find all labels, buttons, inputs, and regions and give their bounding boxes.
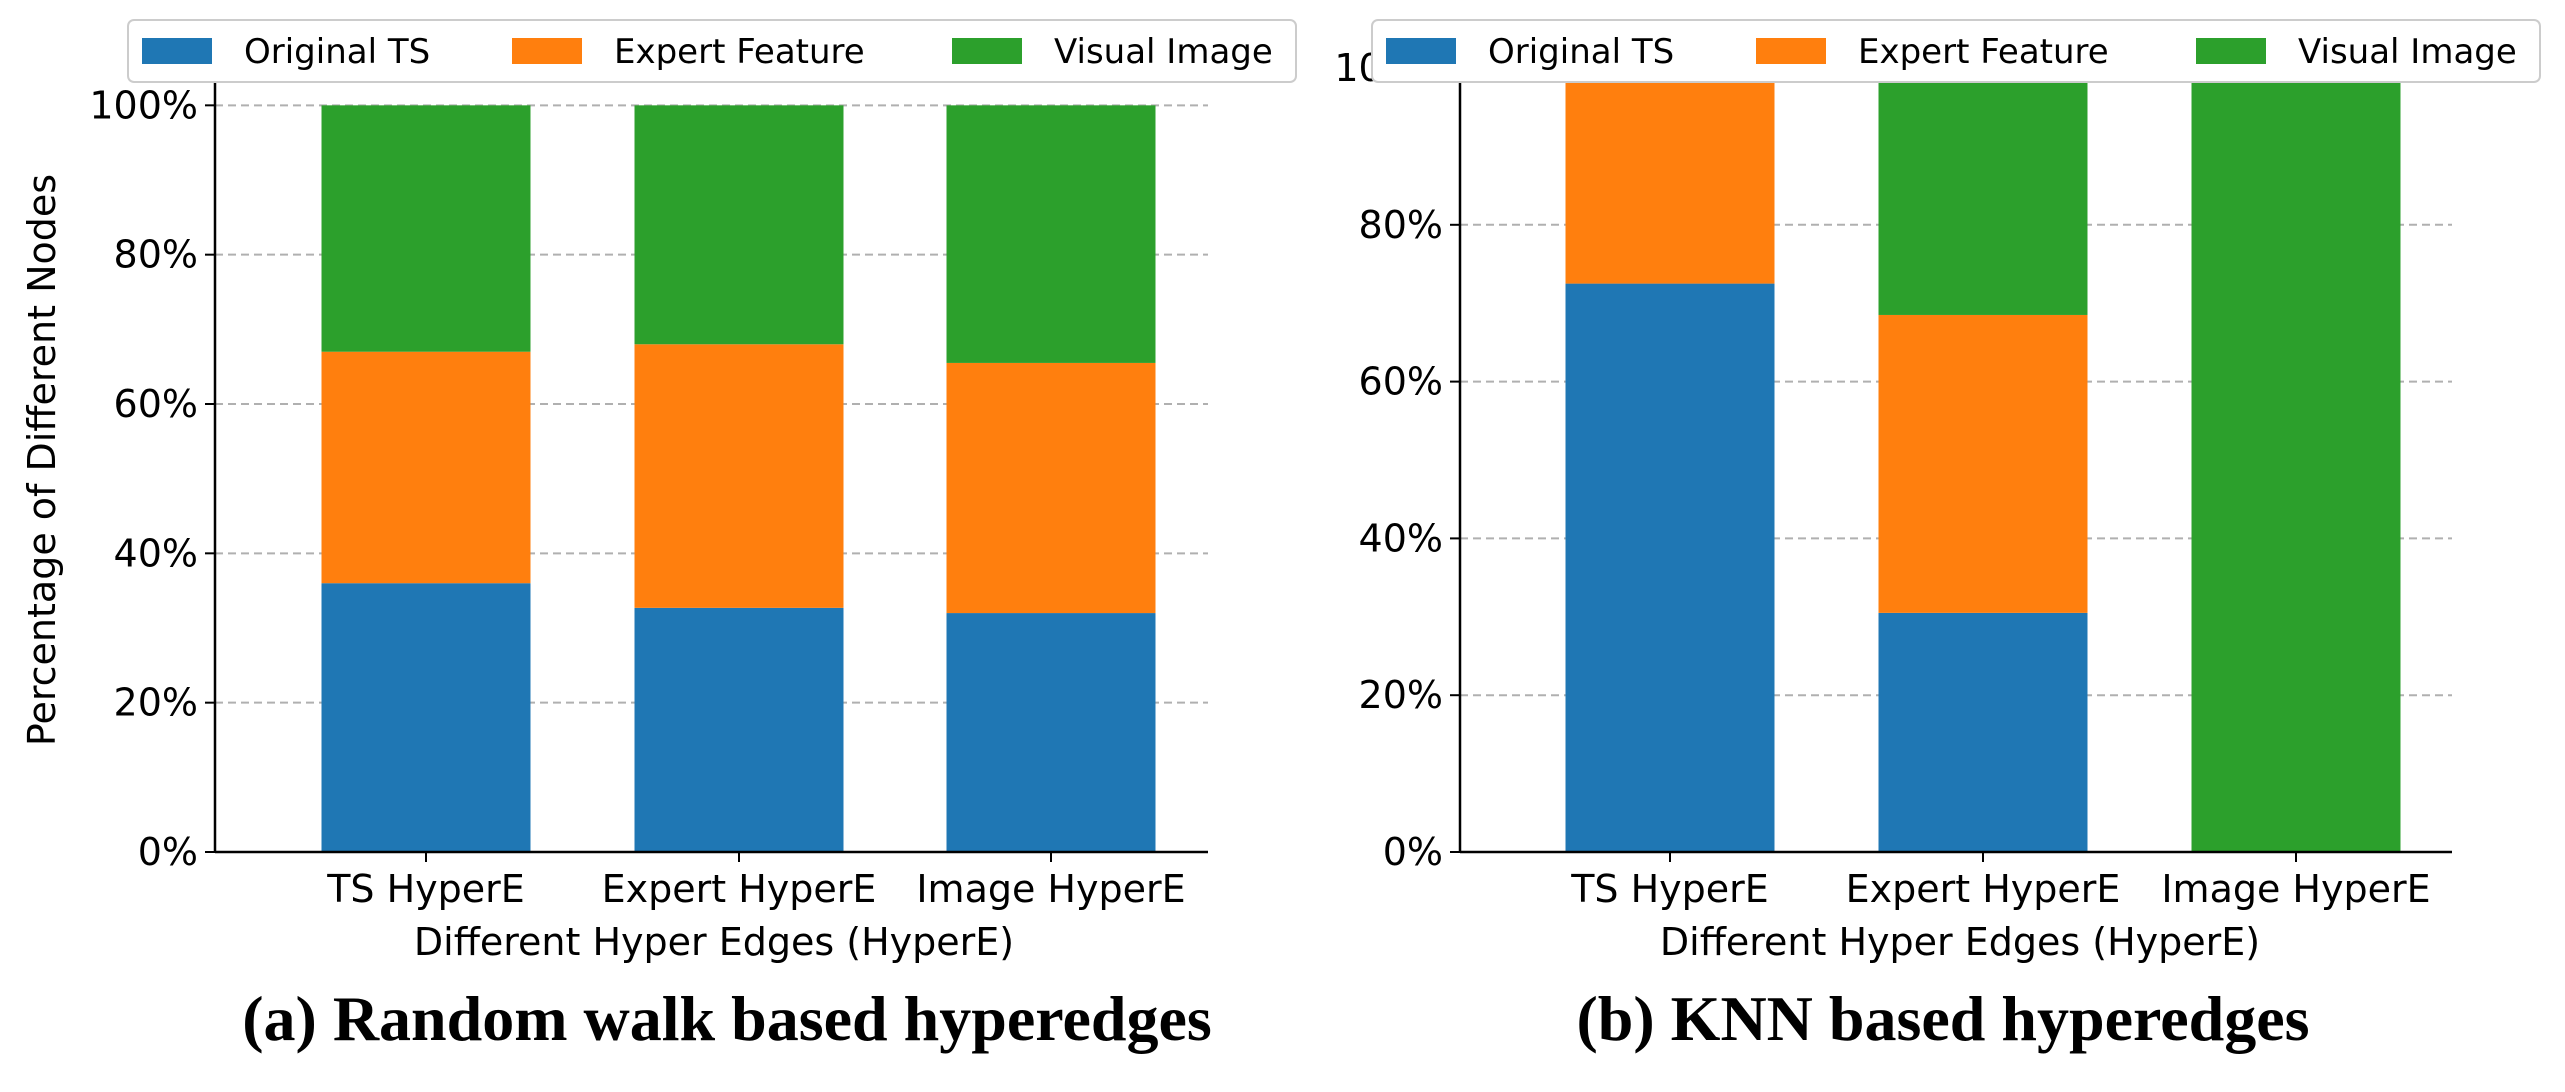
panel-a-xtick-label: Image HyperE: [916, 867, 1185, 911]
panel-a-caption: (a) Random walk based hyperedges: [242, 983, 1212, 1054]
panel-a-y-axis-title: Percentage of Different Nodes: [20, 174, 64, 746]
panel-a-legend-label-visual-image: Visual Image: [1054, 32, 1273, 72]
panel-b-legend-label-expert-feature: Expert Feature: [1858, 32, 2109, 72]
panel-a-ytick-label: 80%: [114, 233, 198, 277]
panel-a-ytick-label: 60%: [114, 382, 198, 426]
panel-b-xtick-label: Expert HyperE: [1846, 867, 2121, 911]
panel-b-legend-label-visual-image: Visual Image: [2298, 32, 2517, 72]
panel-a-bar-original-ts-1: [321, 583, 531, 852]
panel-a-xtick-label: TS HyperE: [326, 867, 525, 911]
panel-a-legend-box: [127, 19, 1297, 83]
panel-a-bar-visual-image-2: [634, 105, 844, 345]
panel-a-bar-expert-feature-1: [321, 351, 531, 584]
panel-a-legend-label-expert-feature: Expert Feature: [614, 32, 865, 72]
panel-b-caption: (b) KNN based hyperedges: [1576, 983, 2309, 1054]
panel-a-legend-label-original-ts: Original TS: [244, 32, 430, 72]
panel-b-bar-original-ts-2: [1878, 612, 2088, 852]
panel-a-bar-original-ts-2: [634, 607, 844, 852]
panel-b-ytick-label: 60%: [1359, 360, 1443, 404]
panel-b-bar-original-ts-1: [1565, 283, 1775, 853]
panel-a-bar-original-ts-3: [946, 613, 1156, 852]
panel-b-legend-label-original-ts: Original TS: [1488, 32, 1674, 72]
panel-b-xtick-label: Image HyperE: [2161, 867, 2430, 911]
panel-b-x-axis-title: Different Hyper Edges (HyperE): [1660, 920, 2260, 964]
panel-b-ytick-label: 20%: [1359, 673, 1443, 717]
panel-a-ytick-label: 100%: [89, 83, 198, 127]
panel-b-bar-expert-feature-2: [1878, 314, 2088, 613]
panel-a-ytick-label: 20%: [114, 681, 198, 725]
panel-a-bar-expert-feature-3: [946, 362, 1156, 614]
panel-a-xtick-label: Expert HyperE: [602, 867, 877, 911]
panel-b-legend-box: [1371, 19, 2541, 83]
panel-a-bar-visual-image-1: [321, 105, 531, 352]
panel-b-legend-swatch-visual-image: [2196, 38, 2266, 64]
panel-b-xtick-label: TS HyperE: [1570, 867, 1769, 911]
panel-b-ytick-label: 80%: [1359, 203, 1443, 247]
panel-b-ytick-label: 0%: [1383, 830, 1443, 874]
panel-a-legend-swatch-visual-image: [952, 38, 1022, 64]
panel-a-legend-swatch-original-ts: [142, 38, 212, 64]
panel-a-ytick-label: 40%: [114, 531, 198, 575]
panel-a-legend-swatch-expert-feature: [512, 38, 582, 64]
panel-b-bar-visual-image-3: [2191, 68, 2401, 852]
panel-b-bar-expert-feature-1: [1565, 68, 1775, 284]
panel-b-legend-swatch-expert-feature: [1756, 38, 1826, 64]
panel-b-bar-visual-image-2: [1878, 68, 2088, 315]
panel-a-ytick-label: 0%: [138, 830, 198, 874]
panel-a-bar-visual-image-3: [946, 105, 1156, 363]
panel-a-x-axis-title: Different Hyper Edges (HyperE): [414, 920, 1014, 964]
panel-b-ytick-label: 40%: [1359, 516, 1443, 560]
panel-a-bar-expert-feature-2: [634, 344, 844, 608]
panel-b-legend-swatch-original-ts: [1386, 38, 1456, 64]
